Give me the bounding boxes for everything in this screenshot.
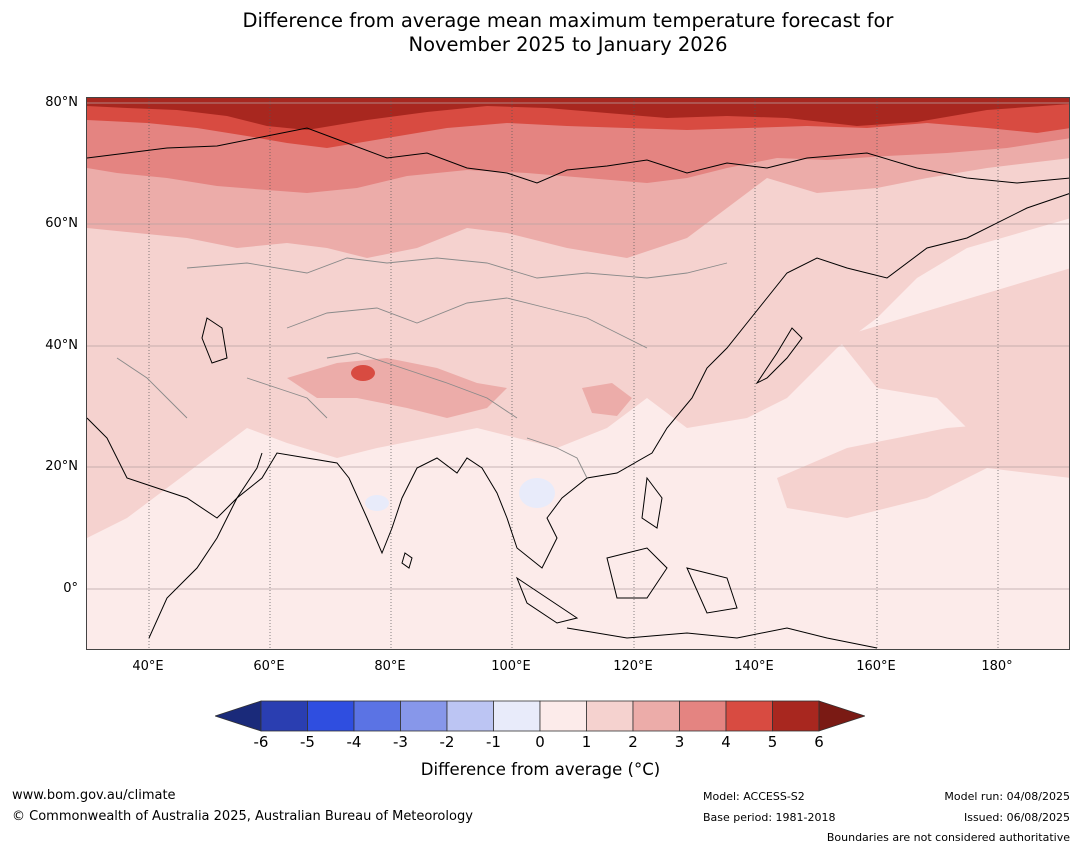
colorbar-tick-label: -5 xyxy=(300,733,315,751)
colorbar-tick-label: -4 xyxy=(346,733,362,751)
colorbar-tick-label: 5 xyxy=(767,733,778,751)
lat-label-20n: 20°N xyxy=(45,459,78,474)
colorbar xyxy=(215,700,865,732)
colorbar-tick-label: 3 xyxy=(674,733,685,751)
colorbar-tick-label: 1 xyxy=(581,733,592,751)
colorbar-tick-label: 4 xyxy=(721,733,731,751)
anomaly-band-2-3-himalaya xyxy=(287,358,507,418)
colorbar-cell xyxy=(772,700,820,732)
latitude-gridlines xyxy=(87,102,1069,590)
colorbar-cell xyxy=(260,700,308,732)
anomaly-band-1-2-pacific-south xyxy=(777,418,1069,518)
title-line-2: November 2025 to January 2026 xyxy=(408,33,728,56)
colorbar-cell xyxy=(307,700,355,732)
colorbar-cell xyxy=(632,700,680,732)
lon-label-100e: 100°E xyxy=(491,659,531,674)
colorbar-tick-label: -6 xyxy=(253,733,269,751)
country-borders xyxy=(116,257,728,479)
colorbar-extend-low xyxy=(215,700,262,732)
colorbar-label: Difference from average (°C) xyxy=(420,760,661,779)
issued-date: Issued: 06/08/2025 xyxy=(963,811,1070,824)
colorbar-tick-label: 0 xyxy=(535,733,545,751)
colorbar-cell xyxy=(725,700,773,732)
lon-label-40e: 40°E xyxy=(132,659,164,674)
lat-label-80n: 80°N xyxy=(45,95,78,110)
colorbar-tick-label: -3 xyxy=(393,733,408,751)
lon-label-180: 180° xyxy=(981,659,1013,674)
chart-title: Difference from average mean maximum tem… xyxy=(0,9,1081,57)
colorbar-tick-label: 6 xyxy=(814,733,824,751)
anomaly-hotspot xyxy=(351,365,375,381)
temperature-anomaly-map xyxy=(86,97,1070,650)
base-period: Base period: 1981-2018 xyxy=(703,811,836,824)
colorbar-tick-label: 2 xyxy=(628,733,638,751)
anomaly-band-1-2-pacific xyxy=(837,268,1069,458)
website-link[interactable]: www.bom.gov.au/climate xyxy=(12,788,176,803)
boundary-disclaimer: Boundaries are not considered authoritat… xyxy=(826,831,1070,844)
lat-label-40n: 40°N xyxy=(45,338,78,353)
model-name: Model: ACCESS-S2 xyxy=(703,790,805,803)
colorbar-cell xyxy=(400,700,448,732)
colorbar-cell xyxy=(679,700,727,732)
colorbar-tick-label: -2 xyxy=(439,733,455,751)
title-line-1: Difference from average mean maximum tem… xyxy=(242,9,894,32)
model-run-date: Model run: 04/08/2025 xyxy=(944,790,1070,803)
anomaly-band-neg1-0-india xyxy=(365,495,389,511)
lat-label-0: 0° xyxy=(63,581,78,596)
copyright-text: © Commonwealth of Australia 2025, Austra… xyxy=(12,809,473,824)
colorbar-cell xyxy=(493,700,541,732)
lon-label-80e: 80°E xyxy=(374,659,406,674)
coastlines xyxy=(87,127,1069,649)
lat-label-60n: 60°N xyxy=(45,216,78,231)
anomaly-band-neg1-0-indochina xyxy=(519,478,555,508)
colorbar-cell xyxy=(353,700,401,732)
lon-label-140e: 140°E xyxy=(734,659,774,674)
map-canvas xyxy=(87,98,1069,649)
colorbar-tick-label: -1 xyxy=(486,733,501,751)
colorbar-extend-high xyxy=(818,700,865,732)
colorbar-cell xyxy=(446,700,494,732)
longitude-gridlines xyxy=(148,98,999,649)
lon-label-160e: 160°E xyxy=(856,659,896,674)
anomaly-band-2-3-china xyxy=(582,383,632,416)
colorbar-cell xyxy=(539,700,587,732)
anomaly-band-5-6 xyxy=(87,98,1069,130)
lon-label-60e: 60°E xyxy=(253,659,285,674)
lon-label-120e: 120°E xyxy=(613,659,653,674)
colorbar-cell xyxy=(586,700,634,732)
